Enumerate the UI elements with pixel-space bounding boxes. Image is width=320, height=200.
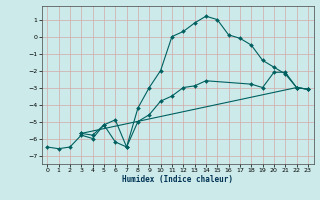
X-axis label: Humidex (Indice chaleur): Humidex (Indice chaleur) [122,175,233,184]
